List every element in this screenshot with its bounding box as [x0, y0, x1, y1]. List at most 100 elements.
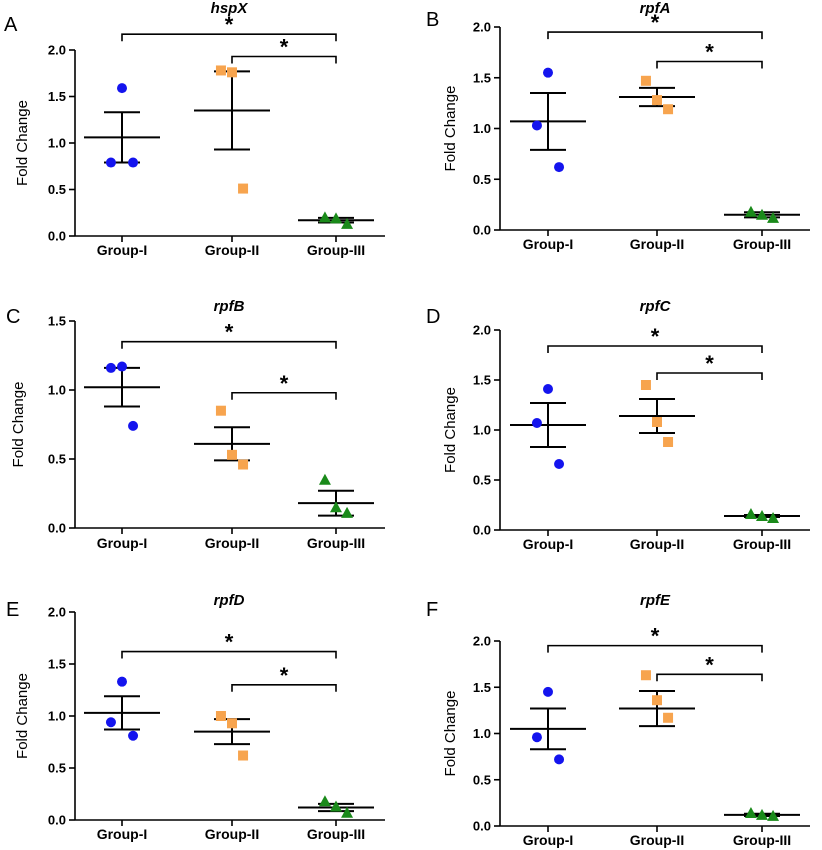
y-tick-label: 2.0 [473, 323, 491, 338]
significance-bracket [656, 60, 763, 69]
data-point [531, 732, 542, 743]
y-axis-label: Fold Change [442, 691, 459, 777]
y-tick-label: 2.0 [48, 43, 66, 58]
data-point [640, 670, 651, 681]
x-tick-label: Group-III [733, 832, 791, 848]
data-point [330, 501, 342, 513]
significance-star: * [225, 12, 234, 37]
y-axis-label: Fold Change [442, 387, 459, 473]
chart-title: rpfA [640, 0, 671, 17]
panel-letter: A [4, 14, 18, 36]
significance-star: * [280, 35, 289, 60]
y-tick-label: 0.0 [473, 819, 491, 834]
panel-letter: B [426, 9, 439, 31]
data-point [318, 211, 331, 223]
data-point [117, 361, 127, 372]
data-point [744, 508, 757, 519]
x-tick-label: Group-I [97, 826, 148, 842]
chart-title: rpfE [640, 592, 671, 609]
significance-star: * [705, 652, 714, 677]
y-tick-label: 0.0 [48, 521, 66, 536]
significance-star: * [225, 320, 234, 345]
data-point [640, 380, 651, 390]
panel-letter: F [426, 599, 438, 621]
x-tick-label: Group-II [630, 832, 684, 848]
y-tick-label: 0.0 [48, 229, 66, 244]
significance-bracket [231, 684, 337, 692]
data-point [318, 795, 331, 807]
data-point [640, 75, 651, 86]
y-tick-label: 0.5 [473, 473, 491, 488]
x-tick-label: Group-II [205, 826, 259, 842]
y-tick-label: 1.0 [473, 726, 491, 741]
data-point [756, 510, 768, 521]
x-tick-label: Group-III [733, 536, 791, 552]
x-tick-label: Group-I [97, 535, 148, 551]
data-point [105, 157, 116, 168]
data-point [227, 449, 237, 460]
significance-bracket [121, 650, 337, 659]
significance-star: * [705, 351, 714, 376]
y-tick-label: 0.5 [48, 182, 66, 197]
significance-star: * [651, 10, 660, 35]
data-point [105, 362, 116, 373]
data-point [543, 686, 553, 697]
data-point [756, 208, 768, 220]
data-point [128, 730, 139, 741]
y-tick-label: 1.0 [48, 383, 66, 398]
data-point [652, 417, 662, 427]
x-tick-label: Group-III [307, 826, 365, 842]
y-tick-label: 1.5 [48, 89, 66, 104]
y-tick-label: 0.0 [473, 523, 491, 538]
x-tick-label: Group-I [523, 236, 574, 252]
data-point [238, 183, 249, 194]
data-point [744, 807, 757, 819]
data-point [554, 754, 565, 765]
x-tick-label: Group-II [630, 236, 684, 252]
significance-bracket [656, 673, 763, 682]
significance-star: * [651, 324, 660, 349]
data-point [215, 65, 226, 76]
y-tick-label: 1.0 [473, 121, 491, 136]
data-point [652, 695, 662, 706]
data-point [238, 750, 249, 761]
x-tick-label: Group-II [630, 536, 684, 552]
x-tick-label: Group-II [205, 535, 259, 551]
y-tick-label: 0.5 [473, 772, 491, 787]
data-point [227, 718, 237, 729]
data-point [341, 806, 354, 818]
data-point [767, 809, 780, 821]
data-point [554, 162, 565, 173]
significance-star: * [651, 624, 660, 649]
significance-bracket [121, 340, 337, 349]
y-tick-label: 1.5 [473, 373, 491, 388]
data-point [227, 67, 237, 78]
significance-bracket [231, 391, 337, 400]
data-point [756, 808, 768, 820]
y-tick-label: 0.0 [48, 813, 66, 828]
chart-title: hspX [211, 0, 249, 17]
x-tick-label: Group-II [205, 242, 259, 258]
significance-star: * [280, 663, 289, 688]
significance-bracket [121, 33, 337, 42]
significance-bracket [231, 55, 337, 64]
significance-star: * [705, 40, 714, 65]
data-point [663, 104, 674, 115]
x-tick-label: Group-III [307, 242, 365, 258]
chart-title: rpfB [214, 298, 245, 315]
data-point [531, 418, 542, 428]
panel-letter: D [426, 306, 440, 328]
y-tick-label: 0.5 [48, 452, 66, 467]
significance-bracket [547, 31, 763, 40]
chart-title: rpfD [214, 592, 245, 609]
y-tick-label: 1.5 [48, 657, 66, 672]
y-tick-label: 1.5 [473, 680, 491, 695]
data-point [767, 512, 780, 523]
x-tick-label: Group-III [733, 236, 791, 252]
